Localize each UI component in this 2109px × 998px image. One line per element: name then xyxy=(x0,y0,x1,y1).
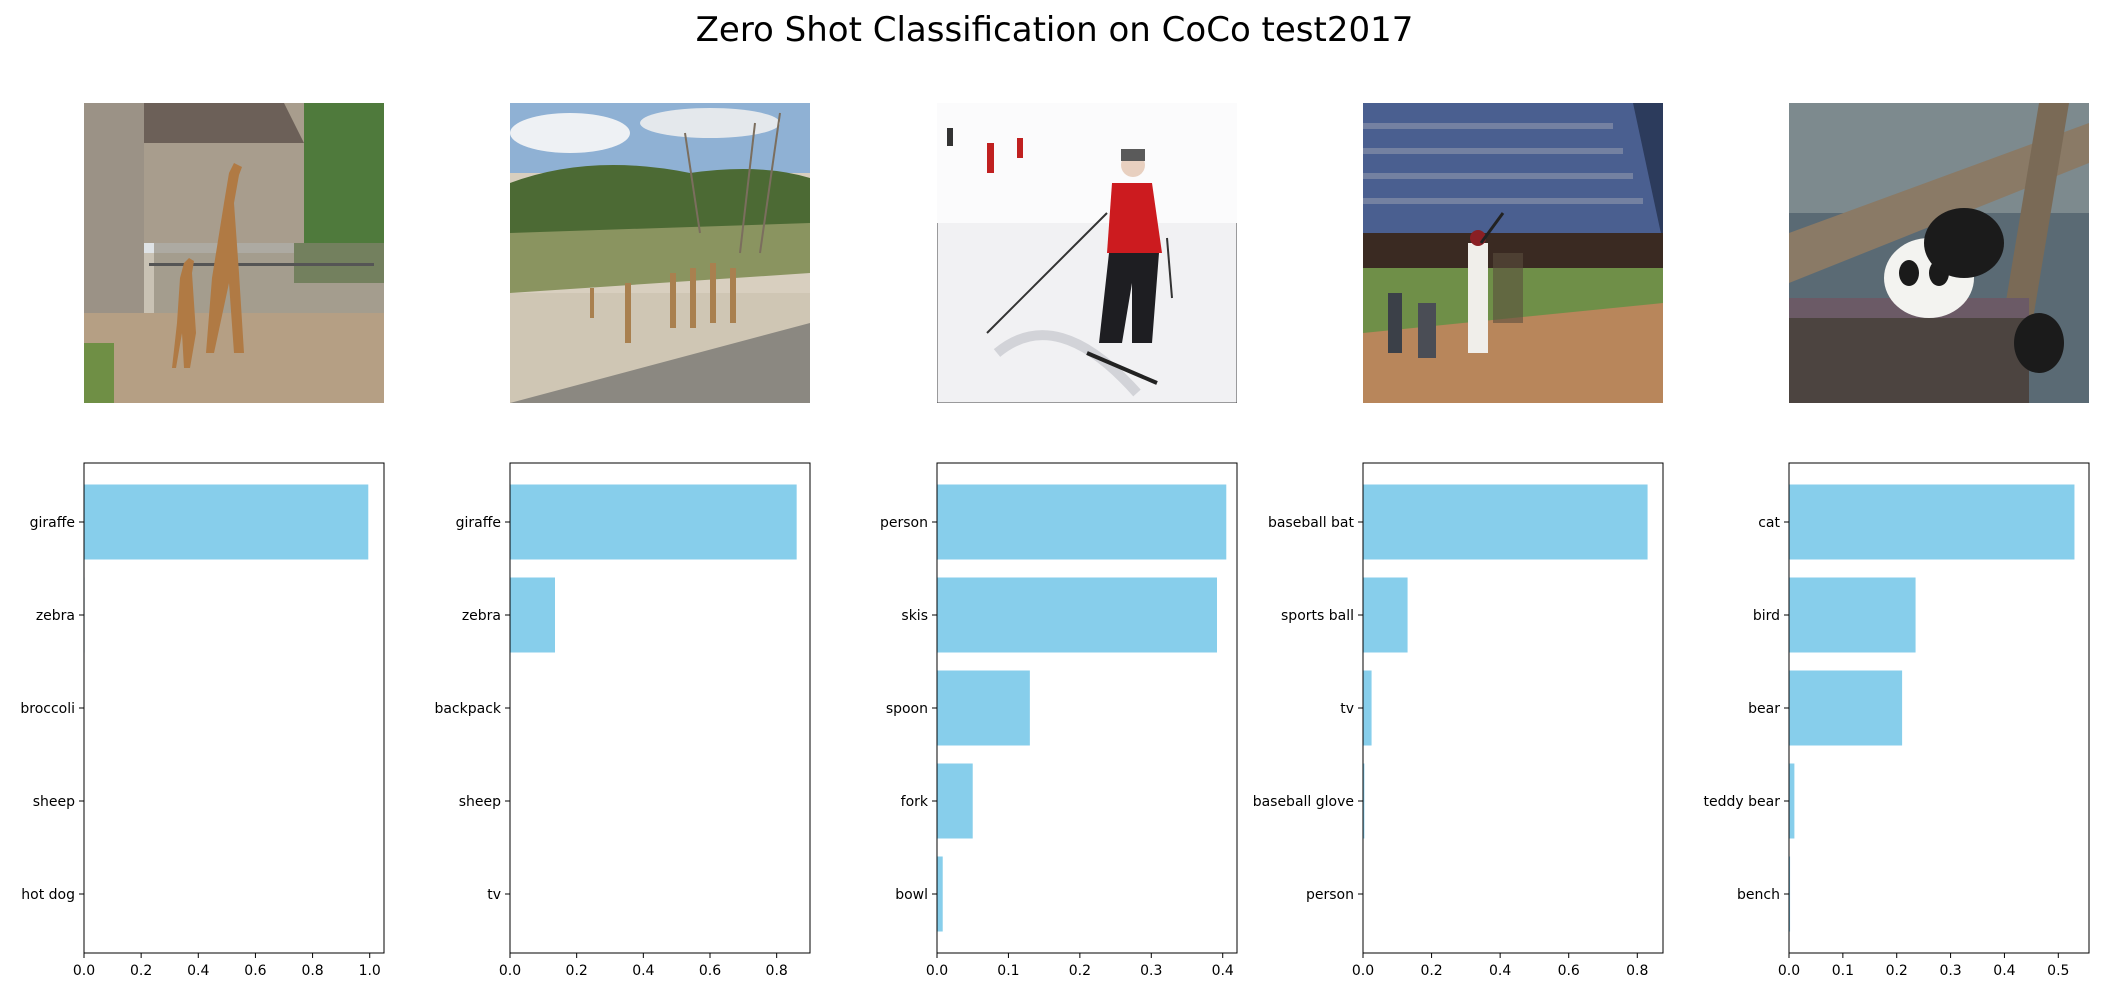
axes-frame xyxy=(1788,462,2090,954)
chart-2: giraffe zebra backpack sheep tv 0.0 0.2 0.4 0.6 0… xyxy=(434,462,811,979)
x-tick-label: 0.2 xyxy=(1886,963,1908,979)
bar xyxy=(1789,670,1903,746)
x-tick-label: 0.6 xyxy=(1558,963,1580,979)
y-tick-label: fork xyxy=(901,794,929,810)
x-tick-label: 0.4 xyxy=(1489,963,1511,979)
x-tick-label: 0.8 xyxy=(766,963,788,979)
bar xyxy=(937,670,1030,746)
y-tick-label: bench xyxy=(1737,887,1780,903)
y-tick-label: giraffe xyxy=(30,515,75,531)
baseball-photo xyxy=(1363,103,1663,403)
x-tick-label: 0.2 xyxy=(566,963,588,979)
axes-frame xyxy=(936,462,1238,954)
bar xyxy=(937,763,973,839)
x-tick-label: 1.0 xyxy=(359,963,381,979)
giraffe-field-photo xyxy=(510,103,810,403)
bar xyxy=(1789,763,1795,839)
bar xyxy=(1789,856,1791,932)
chart-3: person skis spoon fork bowl 0.0 0.1 0.2 0.3 0.4 xyxy=(880,462,1238,979)
bar xyxy=(510,484,797,560)
x-tick-label: 0.2 xyxy=(130,963,152,979)
chart-1: giraffe zebra broccoli sheep hot dog 0.0 0.2 0.… xyxy=(20,462,385,979)
y-tick-label: sports ball xyxy=(1281,608,1354,624)
bar xyxy=(937,577,1217,653)
x-tick-label: 0.1 xyxy=(1832,963,1854,979)
bar xyxy=(1363,670,1372,746)
axes-frame xyxy=(83,462,385,954)
x-tick-label: 0.0 xyxy=(926,963,948,979)
x-tick-label: 0.6 xyxy=(244,963,266,979)
x-tick-label: 0.0 xyxy=(1352,963,1374,979)
x-tick-label: 0.4 xyxy=(1993,963,2015,979)
bar xyxy=(1789,484,2075,560)
x-tick-label: 0.8 xyxy=(301,963,323,979)
bar xyxy=(937,856,943,932)
x-tick-label: 0.4 xyxy=(1212,963,1234,979)
x-tick-label: 0.4 xyxy=(187,963,209,979)
y-tick-label: cat xyxy=(1758,515,1780,531)
bar xyxy=(1363,484,1648,560)
y-tick-label: hot dog xyxy=(21,887,75,903)
y-tick-label: broccoli xyxy=(20,701,75,717)
y-tick-label: person xyxy=(1306,887,1354,903)
x-tick-label: 0.0 xyxy=(499,963,521,979)
x-tick-label: 0.8 xyxy=(1626,963,1648,979)
axes-frame xyxy=(1362,462,1664,954)
chart-4: baseball bat sports ball tv baseball glove p… xyxy=(1253,462,1664,979)
bar xyxy=(1363,577,1408,653)
axes-frame xyxy=(509,462,811,954)
x-tick-label: 0.2 xyxy=(1420,963,1442,979)
y-tick-label: bird xyxy=(1753,608,1780,624)
bar xyxy=(1363,763,1365,839)
x-tick-label: 0.4 xyxy=(632,963,654,979)
panda-photo xyxy=(1789,103,2089,403)
bar xyxy=(1789,577,1916,653)
bar xyxy=(84,484,369,560)
y-tick-label: sheep xyxy=(459,794,501,810)
y-tick-label: skis xyxy=(901,608,928,624)
giraffe-zoo-photo xyxy=(84,103,384,403)
y-tick-label: giraffe xyxy=(456,515,501,531)
y-tick-label: zebra xyxy=(36,608,75,624)
x-tick-label: 0.1 xyxy=(997,963,1019,979)
x-tick-label: 0.2 xyxy=(1069,963,1091,979)
y-tick-label: spoon xyxy=(886,701,928,717)
x-tick-label: 0.0 xyxy=(1778,963,1800,979)
y-tick-label: tv xyxy=(1340,701,1354,717)
skier-photo xyxy=(937,103,1237,403)
chart-5: cat bird bear teddy bear bench 0.0 0.1 0.2 0.3 0.… xyxy=(1704,462,2090,979)
x-tick-label: 0.6 xyxy=(699,963,721,979)
y-tick-label: person xyxy=(880,515,928,531)
y-tick-label: baseball glove xyxy=(1253,794,1354,810)
figure-title: Zero Shot Classification on CoCo test201… xyxy=(695,10,1414,50)
y-tick-label: bear xyxy=(1748,701,1780,717)
x-tick-label: 0.3 xyxy=(1939,963,1961,979)
y-tick-label: tv xyxy=(487,887,501,903)
y-tick-label: bowl xyxy=(895,887,928,903)
y-tick-label: sheep xyxy=(33,794,75,810)
bar xyxy=(510,577,555,653)
y-tick-label: zebra xyxy=(462,608,501,624)
bar xyxy=(937,484,1227,560)
x-tick-label: 0.0 xyxy=(73,963,95,979)
x-tick-label: 0.3 xyxy=(1140,963,1162,979)
y-tick-label: baseball bat xyxy=(1268,515,1355,531)
y-tick-label: backpack xyxy=(434,701,501,717)
x-tick-label: 0.5 xyxy=(2047,963,2069,979)
y-tick-label: teddy bear xyxy=(1704,794,1781,810)
